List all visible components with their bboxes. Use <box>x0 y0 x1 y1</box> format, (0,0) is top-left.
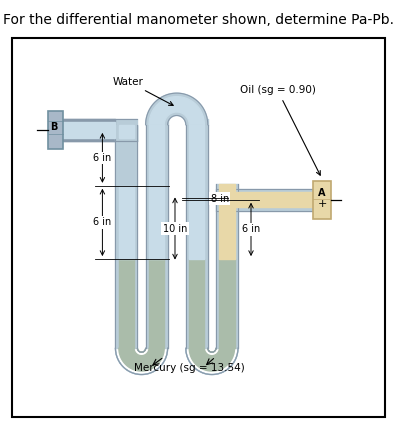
Text: For the differential manometer shown, determine Pa-Pb.: For the differential manometer shown, de… <box>3 13 394 27</box>
Polygon shape <box>146 93 208 125</box>
Polygon shape <box>189 348 235 371</box>
Polygon shape <box>63 119 116 141</box>
Text: A: A <box>318 189 326 198</box>
Bar <box>48 111 63 149</box>
Text: Oil (sg = 0.90): Oil (sg = 0.90) <box>240 85 320 175</box>
Polygon shape <box>208 348 216 352</box>
Polygon shape <box>116 348 168 375</box>
Text: Mercury (sg = 13.54): Mercury (sg = 13.54) <box>133 363 244 373</box>
Polygon shape <box>116 125 137 141</box>
Polygon shape <box>235 192 314 208</box>
Text: 6 in: 6 in <box>242 224 260 234</box>
Text: B: B <box>50 122 57 132</box>
Text: +: + <box>317 199 327 209</box>
Bar <box>314 181 331 219</box>
Text: 6 in: 6 in <box>93 153 112 163</box>
Polygon shape <box>63 122 116 138</box>
Polygon shape <box>216 189 314 211</box>
Text: 8 in: 8 in <box>211 194 229 204</box>
Polygon shape <box>119 348 164 371</box>
Polygon shape <box>119 125 134 138</box>
Text: 6 in: 6 in <box>93 217 112 227</box>
Polygon shape <box>149 97 204 125</box>
Polygon shape <box>116 125 137 141</box>
Polygon shape <box>63 119 137 141</box>
Text: Water: Water <box>113 77 173 105</box>
Text: 10 in: 10 in <box>163 224 187 234</box>
Polygon shape <box>186 348 238 375</box>
Polygon shape <box>137 348 146 352</box>
